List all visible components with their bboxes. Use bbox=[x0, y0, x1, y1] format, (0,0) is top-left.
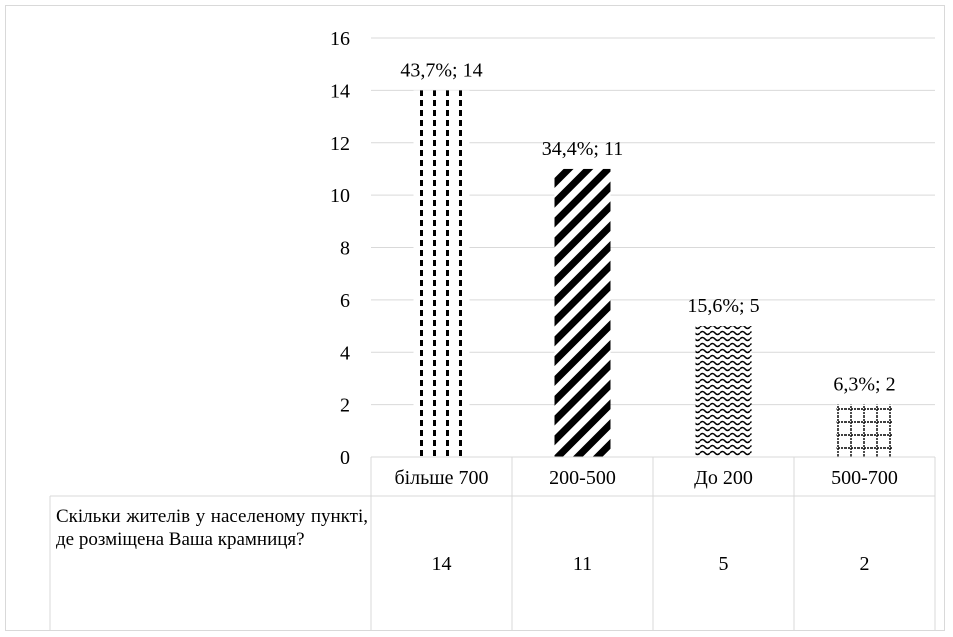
chart-frame bbox=[5, 5, 945, 631]
y-tick-label: 4 bbox=[340, 342, 350, 364]
y-tick-label: 0 bbox=[340, 447, 350, 469]
y-tick-label: 16 bbox=[330, 28, 350, 50]
y-tick-label: 12 bbox=[330, 133, 350, 155]
category-label: До 200 bbox=[694, 467, 753, 489]
data-table-value: 2 bbox=[860, 553, 870, 575]
data-label: 6,3%; 2 bbox=[833, 374, 895, 396]
y-tick-label: 8 bbox=[340, 238, 350, 260]
y-tick-label: 2 bbox=[340, 395, 350, 417]
y-tick-label: 6 bbox=[340, 290, 350, 312]
category-label: 200-500 bbox=[549, 467, 616, 489]
data-label: 43,7%; 14 bbox=[400, 59, 482, 81]
data-table-row-label: Скільки жителів у населеному пункті, де … bbox=[56, 506, 368, 550]
data-table-value: 5 bbox=[719, 553, 729, 575]
bar bbox=[836, 404, 893, 457]
data-table-value: 11 bbox=[573, 553, 592, 575]
data-table: більше 700 200-500 До 200 500-700 14 11 5 2 bbox=[49, 456, 936, 631]
y-tick-label: 14 bbox=[330, 80, 350, 102]
bar bbox=[413, 90, 470, 457]
data-labels: 43,7%; 14 34,4%; 11 15,6%; 5 6,3%; 2 bbox=[400, 59, 895, 395]
category-label: 500-700 bbox=[831, 467, 898, 489]
data-label: 15,6%; 5 bbox=[687, 295, 759, 317]
category-label: більше 700 bbox=[394, 467, 488, 489]
bar bbox=[695, 326, 752, 457]
bars bbox=[413, 90, 893, 457]
data-label: 34,4%; 11 bbox=[542, 138, 623, 160]
bar bbox=[554, 168, 611, 457]
y-tick-label: 10 bbox=[330, 185, 350, 207]
y-axis-ticks: 0 2 4 6 8 10 12 14 16 bbox=[330, 28, 350, 469]
data-table-value: 14 bbox=[432, 553, 452, 575]
